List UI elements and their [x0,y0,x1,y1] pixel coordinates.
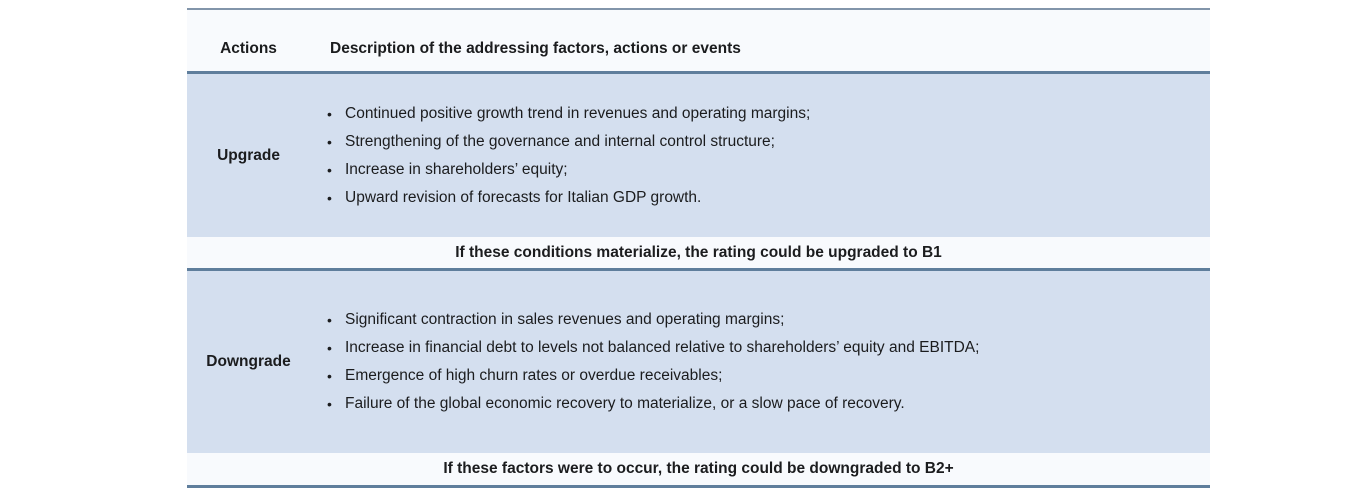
downgrade-note-row: If these factors were to occur, the rati… [187,453,1210,488]
upgrade-note: If these conditions materialize, the rat… [455,243,942,261]
bullet-item: • Increase in financial debt to levels n… [327,334,1210,362]
bullet-text: Significant contraction in sales revenue… [345,311,785,328]
downgrade-note: If these factors were to occur, the rati… [443,460,954,477]
bullet-text: Strengthening of the governance and inte… [345,132,775,150]
header-actions: Actions [220,40,277,57]
bullet-icon: • [327,189,332,206]
upgrade-bullet-list: • Continued positive growth trend in rev… [310,74,1210,237]
bullet-icon: • [327,396,332,412]
bullet-icon: • [327,105,332,122]
action-label-downgrade: Downgrade [206,353,291,370]
bullet-item: • Significant contraction in sales reven… [327,306,1210,334]
bullet-icon: • [327,161,332,178]
bullet-text: Continued positive growth trend in reven… [345,104,811,122]
bullet-icon: • [327,368,332,384]
bullet-item: • Increase in shareholders’ equity; [327,156,1210,184]
bullet-item: • Strengthening of the governance and in… [327,128,1210,156]
bullet-item: • Continued positive growth trend in rev… [327,100,1210,128]
bullet-icon: • [327,312,332,328]
bullet-text: Failure of the global economic recovery … [345,395,905,412]
bullet-item: • Emergence of high churn rates or overd… [327,362,1210,390]
bullet-icon: • [327,133,332,150]
downgrade-bullet-list: • Significant contraction in sales reven… [310,271,1210,453]
upgrade-row: Upgrade • Continued positive growth tren… [187,74,1210,237]
header-description: Description of the addressing factors, a… [330,40,741,57]
action-label-upgrade: Upgrade [217,146,280,164]
rating-actions-table: Actions Description of the addressing fa… [187,8,1210,488]
bullet-text: Upward revision of forecasts for Italian… [345,188,702,206]
upgrade-note-row: If these conditions materialize, the rat… [187,237,1210,271]
downgrade-row: Downgrade • Significant contraction in s… [187,271,1210,453]
bullet-item: • Failure of the global economic recover… [327,390,1210,418]
bullet-text: Increase in shareholders’ equity; [345,160,568,178]
bullet-text: Increase in financial debt to levels not… [345,339,980,356]
table-header-row: Actions Description of the addressing fa… [187,10,1210,74]
bullet-icon: • [327,340,332,356]
bullet-item: • Upward revision of forecasts for Itali… [327,184,1210,212]
bullet-text: Emergence of high churn rates or overdue… [345,367,723,384]
